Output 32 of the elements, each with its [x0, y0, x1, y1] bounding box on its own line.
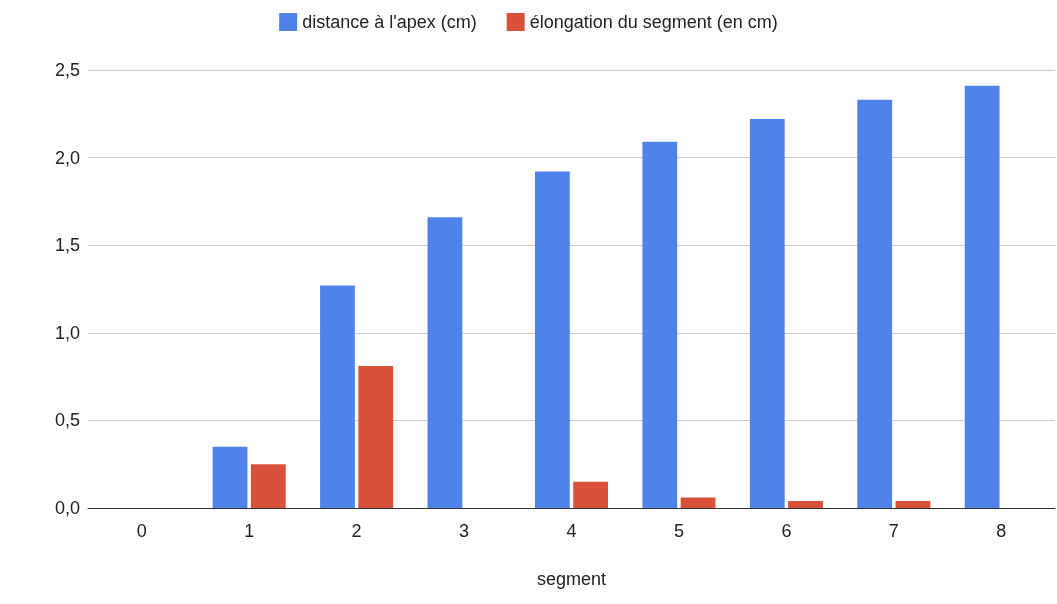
x-tick-label: 8 — [996, 521, 1007, 541]
legend-label: élongation du segment (en cm) — [529, 12, 778, 32]
y-tick-label: 1,0 — [54, 322, 80, 343]
bar — [788, 500, 823, 508]
y-tick-label: 0,5 — [54, 410, 80, 431]
bar — [358, 366, 394, 508]
bar — [642, 141, 678, 508]
y-tick-label: 2,5 — [54, 60, 80, 80]
x-tick-label: 1 — [244, 521, 255, 541]
bar — [573, 481, 609, 508]
bar — [680, 497, 716, 508]
x-axis-title: segment — [536, 569, 607, 589]
bar — [427, 217, 463, 508]
y-tick-label: 1,5 — [54, 235, 80, 256]
x-tick-label: 7 — [888, 521, 899, 541]
bar — [895, 500, 931, 508]
bar — [212, 446, 248, 508]
bar — [534, 171, 570, 508]
x-tick-label: 4 — [566, 521, 577, 541]
bar — [964, 85, 1000, 508]
y-tick-label: 0,0 — [54, 498, 80, 518]
y-tick-label: 2,0 — [54, 147, 80, 168]
x-tick-label: 3 — [459, 521, 470, 541]
bar — [320, 285, 355, 508]
bar — [857, 99, 893, 508]
bar — [749, 119, 785, 508]
x-tick-label: 0 — [136, 521, 147, 541]
x-tick-label: 6 — [781, 521, 792, 541]
legend-label: distance à l'apex (cm) — [302, 12, 477, 32]
x-tick-label: 2 — [351, 521, 362, 541]
x-tick-label: 5 — [673, 521, 684, 541]
bar — [250, 464, 286, 508]
